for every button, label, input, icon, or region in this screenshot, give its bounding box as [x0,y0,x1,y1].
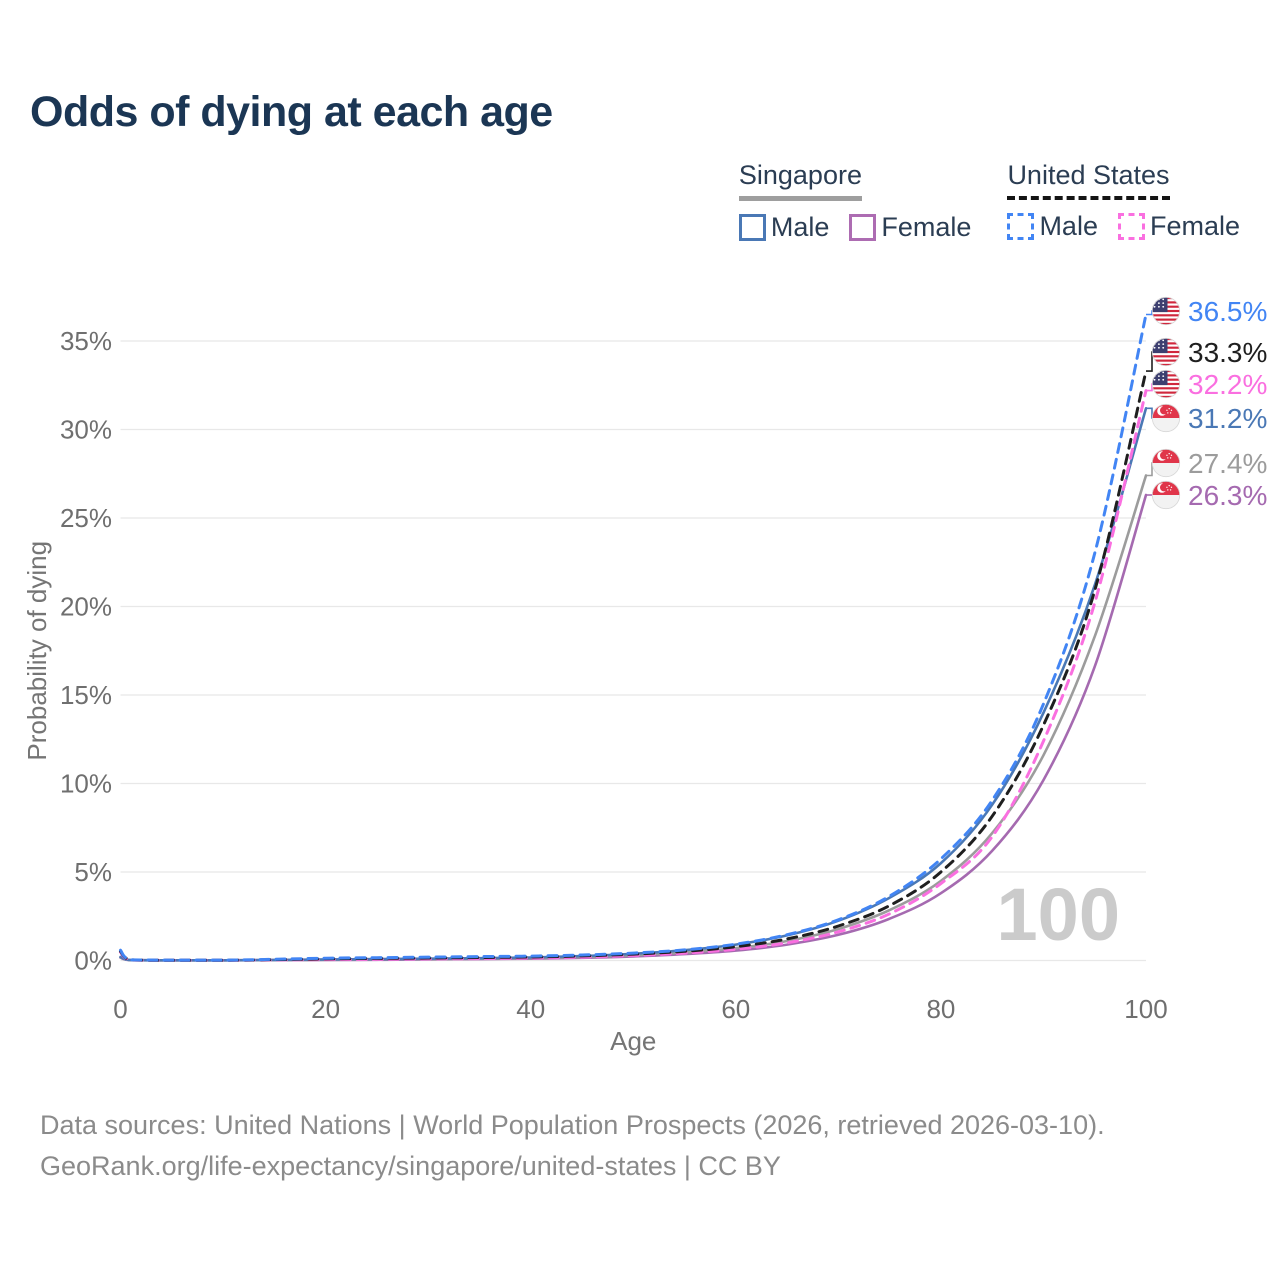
y-tick-label: 25% [60,503,112,533]
series-line-singapore-female[interactable] [119,493,1148,962]
us-female-swatch[interactable] [1117,213,1145,240]
singapore-flag-icon [1152,404,1180,432]
y-tick-label: 10% [60,769,112,799]
legend-group-united-states: United States Male Female [1007,160,1240,242]
flag-border [1151,403,1181,433]
x-tick-label: 40 [516,994,545,1024]
flag-border [1151,448,1181,478]
x-tick-label: 100 [1124,994,1167,1024]
legend-title-united-states: United States [1007,160,1170,200]
end-value-label-united-states-male: 36.5% [1188,296,1267,327]
series-line-singapore-total[interactable] [119,474,1148,962]
legend-item-singapore-female[interactable]: Female [849,212,971,243]
page-title: Odds of dying at each age [30,88,553,136]
legend-item-us-female[interactable]: Female [1117,211,1240,242]
end-value-label-united-states-female: 32.2% [1188,369,1267,400]
y-tick-label: 35% [60,326,112,356]
series-line-united-states-male[interactable] [119,313,1148,962]
y-tick-label: 20% [60,592,112,622]
legend-group-singapore: Singapore Male Female [738,160,971,243]
legend-title-singapore: Singapore [738,160,862,201]
series-line-united-states-female[interactable] [119,389,1148,962]
us-flag-icon [1152,338,1180,366]
chart-legend: Singapore Male Female United States Male… [738,160,1240,243]
legend-label: Female [881,212,972,242]
singapore-female-swatch[interactable] [849,214,877,241]
age-indicator-watermark: 100 [997,873,1120,956]
flag-border [1151,296,1181,326]
y-axis-title: Probability of dying [22,541,52,761]
footer-line1: Data sources: United Nations | World Pop… [40,1110,1105,1140]
x-tick-label: 0 [113,994,127,1024]
y-tick-label: 5% [74,857,112,887]
x-tick-label: 80 [926,994,955,1024]
series-line-singapore-male[interactable] [119,407,1148,962]
legend-item-singapore-male[interactable]: Male [738,212,830,243]
x-tick-label: 60 [721,994,750,1024]
end-value-label-united-states-total: 33.3% [1188,337,1267,368]
singapore-male-swatch[interactable] [738,214,766,241]
legend-item-us-male[interactable]: Male [1007,211,1098,242]
us-flag-icon [1152,370,1180,398]
legend-label: Female [1149,211,1240,241]
singapore-flag-icon [1152,449,1180,477]
end-value-label-singapore-male: 31.2% [1188,403,1267,434]
end-value-label-singapore-female: 26.3% [1188,480,1267,511]
x-tick-label: 20 [311,994,340,1024]
x-axis-title: Age [610,1026,656,1056]
y-tick-label: 30% [60,415,112,445]
flag-border [1151,480,1181,510]
flag-border [1151,337,1181,367]
end-value-label-singapore-total: 27.4% [1188,448,1267,479]
footer-line2: GeoRank.org/life-expectancy/singapore/un… [40,1151,781,1181]
legend-label: Male [1039,211,1098,241]
data-source-footer: Data sources: United Nations | World Pop… [40,1105,1105,1187]
flag-border [1151,369,1181,399]
singapore-flag-icon [1152,481,1180,509]
us-male-swatch[interactable] [1007,213,1035,240]
y-tick-label: 15% [60,680,112,710]
legend-label: Male [770,212,830,242]
y-tick-label: 0% [74,946,112,976]
